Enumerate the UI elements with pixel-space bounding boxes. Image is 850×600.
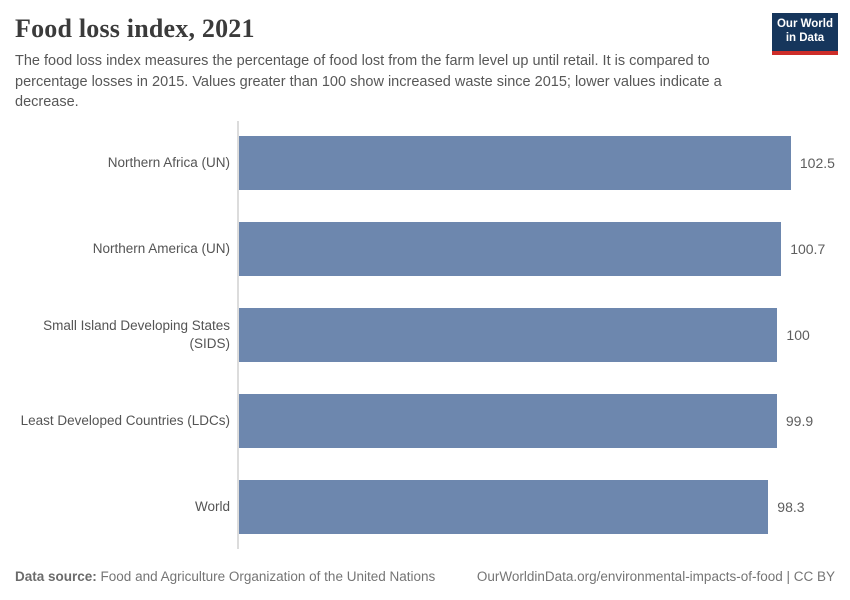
chart-subtitle: The food loss index measures the percent… — [15, 53, 722, 111]
bar[interactable] — [239, 221, 782, 276]
page-title: Food loss index, 2021 — [15, 14, 255, 43]
bar-track: 100.7 — [237, 221, 835, 276]
category-label: Northern America (UN) — [92, 241, 230, 257]
value-label: 102.5 — [799, 154, 835, 171]
bar[interactable] — [239, 307, 778, 362]
owid-logo-line2: in Data — [785, 32, 825, 44]
bar-rows: Northern Africa (UN) 102.5 Northern Amer… — [15, 119, 835, 534]
category-label: Least Developed Countries (LDCs) — [20, 413, 230, 429]
owid-logo[interactable]: Our World in Data — [772, 13, 838, 55]
bar-track: 99.9 — [237, 393, 835, 448]
value-label: 98.3 — [777, 498, 805, 515]
value-label: 99.9 — [785, 412, 814, 429]
bar-row: World 98.3 — [15, 479, 835, 534]
category-label: World — [194, 499, 230, 515]
bar-row: Northern Africa (UN) 102.5 — [15, 135, 835, 190]
value-label: 100 — [786, 326, 810, 343]
bar-track: 100 — [237, 307, 835, 362]
data-source-label: Data source: — [15, 569, 97, 584]
value-label: 100.7 — [790, 240, 826, 257]
owid-logo-line1: Our World — [776, 18, 833, 31]
bar-chart: Northern Africa (UN) 102.5 Northern Amer… — [15, 119, 835, 549]
bar-row: Small Island Developing States (SIDS) 10… — [15, 307, 835, 362]
bar[interactable] — [239, 135, 791, 190]
bar-track: 102.5 — [237, 135, 835, 190]
bar[interactable] — [239, 393, 777, 448]
bar[interactable] — [239, 479, 769, 534]
category-label: Small Island Developing States (SIDS) — [43, 318, 230, 351]
category-label: Northern Africa (UN) — [107, 155, 230, 171]
bar-row: Northern America (UN) 100.7 — [15, 221, 835, 276]
bar-track: 98.3 — [237, 479, 835, 534]
chart-header: Food loss index, 2021 Our World in Data … — [15, 13, 838, 113]
credit-link[interactable]: OurWorldinData.org/environmental-impacts… — [476, 569, 835, 584]
data-source-text: Food and Agriculture Organization of the… — [100, 569, 436, 584]
y-axis-line — [237, 120, 239, 549]
data-source: Data source: Food and Agriculture Organi… — [15, 569, 435, 584]
chart-footer: Data source: Food and Agriculture Organi… — [15, 569, 835, 584]
bar-row: Least Developed Countries (LDCs) 99.9 — [15, 393, 835, 448]
